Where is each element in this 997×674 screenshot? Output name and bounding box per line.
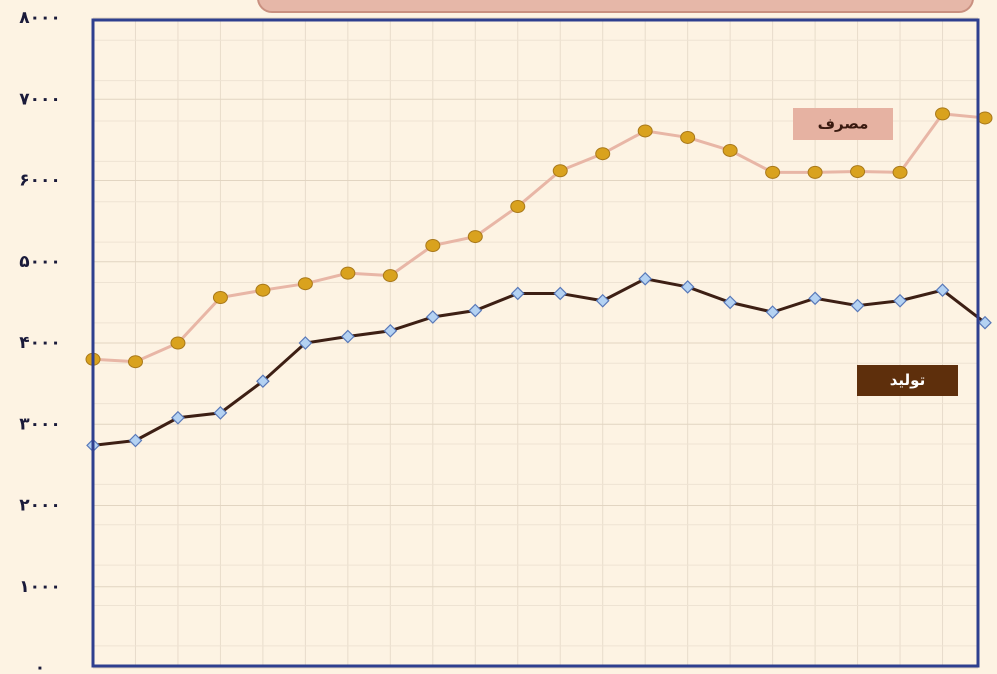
y-tick-label: ۸۰۰۰ (19, 8, 61, 28)
marker (340, 266, 356, 280)
legend-label: مصرف (818, 115, 869, 133)
marker (425, 310, 440, 324)
legend-label: تولید (890, 371, 925, 389)
marker (425, 239, 441, 252)
marker (765, 305, 780, 319)
series-line (92, 277, 986, 447)
marker (723, 295, 737, 310)
y-tick-label: ۰ (35, 658, 45, 674)
y-tick-label: ۳۰۰۰ (19, 414, 61, 434)
marker (978, 315, 992, 330)
marker (171, 410, 185, 425)
marker (552, 164, 568, 178)
marker (893, 293, 907, 308)
legend-box (857, 365, 958, 396)
marker (850, 298, 865, 313)
marker (680, 130, 696, 144)
y-tick-label: ۴۰۰۰ (19, 333, 61, 353)
marker (255, 283, 271, 297)
marker (383, 323, 398, 338)
y-tick-label: ۱۰۰۰ (19, 577, 61, 597)
y-tick-label: ۵۰۰۰ (19, 252, 61, 272)
marker (297, 277, 313, 291)
marker (892, 165, 908, 179)
series-line (92, 112, 986, 364)
marker (553, 286, 568, 301)
marker (977, 111, 993, 125)
plot-border (91, 18, 980, 668)
marker (680, 280, 695, 294)
marker (935, 283, 950, 298)
marker (170, 336, 186, 350)
marker (722, 143, 738, 157)
marker (467, 230, 483, 244)
marker (212, 291, 228, 304)
marker (765, 165, 781, 179)
marker (637, 124, 653, 138)
marker (127, 355, 143, 369)
marker (468, 303, 483, 318)
legend-box (793, 108, 893, 140)
marker (510, 286, 525, 301)
marker (595, 293, 610, 308)
marker (213, 406, 228, 420)
marker (595, 147, 611, 161)
title-box (257, 0, 974, 13)
y-tick-label: ۶۰۰۰ (19, 171, 61, 191)
marker (128, 433, 143, 448)
marker (256, 374, 270, 389)
marker (807, 165, 823, 179)
marker (382, 269, 398, 283)
marker (935, 107, 951, 121)
y-tick-label: ۲۰۰۰ (19, 496, 61, 516)
marker (298, 336, 313, 350)
marker (510, 200, 526, 213)
marker (341, 329, 355, 344)
marker (850, 165, 866, 179)
marker (808, 291, 822, 306)
y-tick-label: ۷۰۰۰ (19, 89, 61, 109)
marker (638, 271, 653, 286)
